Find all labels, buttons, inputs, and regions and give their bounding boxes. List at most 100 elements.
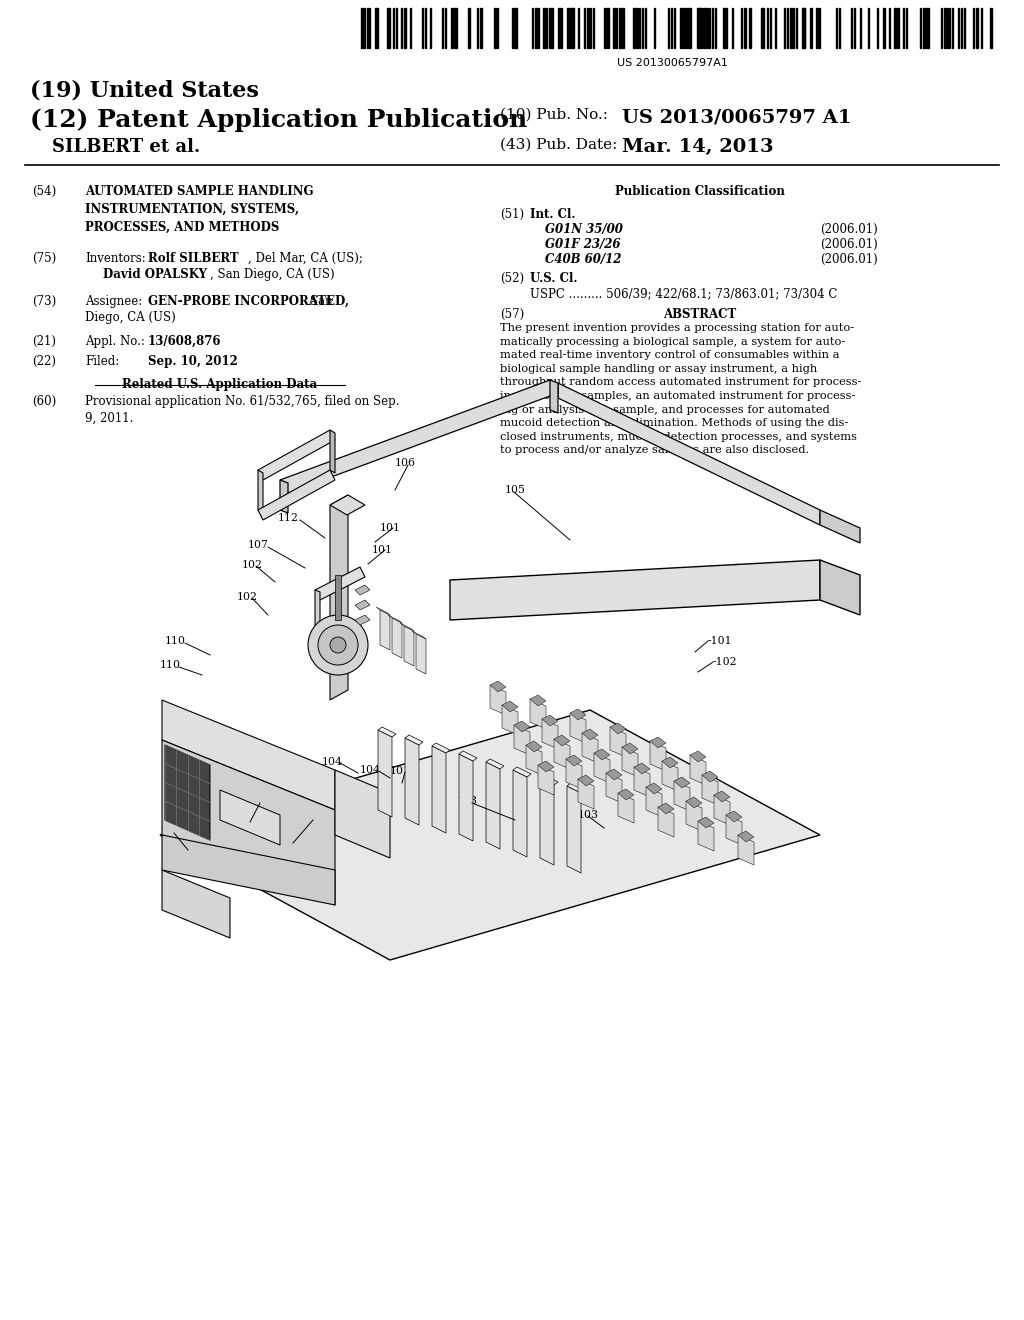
Bar [894, 8, 896, 48]
Polygon shape [726, 810, 742, 822]
Text: U.S. Cl.: U.S. Cl. [530, 272, 578, 285]
Polygon shape [412, 631, 426, 639]
Bar [495, 8, 496, 48]
Polygon shape [540, 777, 554, 865]
Polygon shape [404, 626, 414, 667]
Bar [479, 8, 482, 48]
Polygon shape [165, 744, 210, 840]
Text: 110: 110 [160, 660, 181, 671]
Text: 101: 101 [390, 766, 411, 776]
Polygon shape [330, 495, 365, 515]
Polygon shape [258, 470, 335, 520]
Bar [700, 8, 701, 48]
Polygon shape [490, 685, 506, 715]
Polygon shape [698, 817, 714, 828]
Polygon shape [450, 560, 820, 620]
Bar [732, 8, 733, 48]
Text: G01N 35/00: G01N 35/00 [545, 223, 623, 236]
Polygon shape [594, 748, 610, 760]
Polygon shape [714, 791, 730, 803]
Bar [964, 8, 966, 48]
Polygon shape [380, 610, 390, 649]
Polygon shape [486, 762, 500, 849]
Polygon shape [315, 590, 319, 652]
Polygon shape [622, 743, 638, 754]
Polygon shape [570, 713, 586, 743]
Text: Mar. 14, 2013: Mar. 14, 2013 [622, 139, 773, 156]
Text: 103: 103 [578, 810, 599, 820]
Text: (10) Pub. No.:: (10) Pub. No.: [500, 108, 608, 121]
Polygon shape [610, 723, 626, 734]
Polygon shape [330, 495, 348, 700]
Bar [859, 8, 861, 48]
Polygon shape [416, 634, 426, 675]
Polygon shape [530, 696, 546, 706]
Polygon shape [662, 762, 678, 791]
Bar [549, 8, 551, 48]
Text: , San Diego, CA (US): , San Diego, CA (US) [210, 268, 335, 281]
Text: (2006.01): (2006.01) [820, 253, 878, 267]
Polygon shape [355, 585, 370, 595]
Polygon shape [698, 821, 714, 851]
Polygon shape [502, 701, 518, 711]
Bar [927, 8, 929, 48]
Polygon shape [526, 741, 542, 752]
Bar [468, 8, 470, 48]
Text: G01F 23/26: G01F 23/26 [545, 238, 621, 251]
Polygon shape [618, 793, 634, 822]
Polygon shape [400, 623, 414, 631]
Text: Appl. No.:: Appl. No.: [85, 335, 144, 348]
Polygon shape [258, 470, 263, 513]
Polygon shape [582, 733, 598, 763]
Text: (19) United States: (19) United States [30, 81, 259, 102]
Text: 104: 104 [322, 756, 343, 767]
Text: (75): (75) [32, 252, 56, 265]
Polygon shape [335, 770, 390, 858]
Polygon shape [542, 715, 558, 726]
Text: 106: 106 [395, 458, 416, 469]
Text: (57): (57) [500, 308, 524, 321]
Bar [702, 8, 705, 48]
Bar [990, 8, 992, 48]
Text: (54): (54) [32, 185, 56, 198]
Polygon shape [162, 700, 335, 810]
Polygon shape [392, 618, 402, 657]
Text: Rolf SILBERT: Rolf SILBERT [148, 252, 239, 265]
Polygon shape [702, 771, 718, 781]
Bar [706, 8, 709, 48]
Polygon shape [606, 770, 622, 780]
Bar [360, 8, 362, 48]
Polygon shape [606, 774, 622, 803]
Text: 102: 102 [242, 560, 263, 570]
Polygon shape [220, 789, 280, 845]
Polygon shape [160, 710, 820, 960]
Text: (52): (52) [500, 272, 524, 285]
Text: (21): (21) [32, 335, 56, 348]
Text: 112: 112 [278, 513, 299, 523]
Polygon shape [690, 751, 706, 762]
Bar [810, 8, 812, 48]
Polygon shape [726, 814, 742, 845]
Text: Int. Cl.: Int. Cl. [530, 209, 575, 220]
Text: 110: 110 [165, 636, 186, 645]
Polygon shape [554, 735, 570, 746]
Text: 101: 101 [380, 523, 401, 533]
Polygon shape [702, 775, 718, 805]
Bar [883, 8, 885, 48]
Polygon shape [570, 709, 586, 719]
Bar [683, 8, 685, 48]
Polygon shape [567, 783, 585, 793]
Bar [425, 8, 426, 48]
Text: -102: -102 [713, 657, 737, 667]
Bar [544, 8, 545, 48]
Polygon shape [335, 576, 341, 620]
Polygon shape [502, 705, 518, 735]
Polygon shape [714, 795, 730, 825]
Bar [976, 8, 978, 48]
Text: 108: 108 [248, 796, 269, 807]
Bar [680, 8, 682, 48]
Polygon shape [526, 744, 542, 775]
Polygon shape [578, 779, 594, 809]
Polygon shape [459, 754, 473, 841]
Polygon shape [820, 510, 860, 543]
